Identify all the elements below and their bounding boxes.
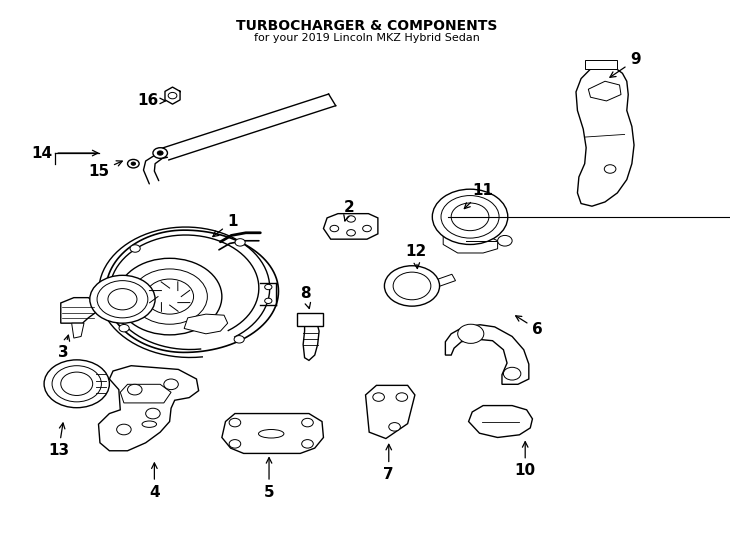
Circle shape (108, 288, 137, 310)
Circle shape (363, 225, 371, 232)
Polygon shape (222, 414, 324, 454)
Circle shape (302, 418, 313, 427)
Polygon shape (120, 384, 171, 403)
Polygon shape (585, 60, 617, 69)
Text: 7: 7 (383, 444, 394, 482)
Circle shape (458, 324, 484, 343)
Circle shape (44, 360, 109, 408)
Circle shape (130, 245, 140, 252)
Circle shape (131, 162, 136, 165)
Text: 1: 1 (213, 214, 238, 237)
Polygon shape (324, 214, 378, 239)
Polygon shape (72, 323, 84, 338)
Circle shape (153, 148, 167, 158)
Circle shape (234, 335, 244, 343)
Circle shape (145, 408, 160, 419)
Text: for your 2019 Lincoln MKZ Hybrid Sedan: for your 2019 Lincoln MKZ Hybrid Sedan (254, 33, 480, 43)
Circle shape (168, 92, 177, 99)
Circle shape (90, 275, 155, 323)
Circle shape (504, 367, 521, 380)
Polygon shape (434, 274, 456, 287)
Circle shape (132, 269, 207, 324)
Circle shape (117, 424, 131, 435)
Polygon shape (61, 298, 95, 323)
Circle shape (385, 266, 440, 306)
Circle shape (52, 366, 101, 402)
Circle shape (61, 372, 92, 395)
Circle shape (498, 235, 512, 246)
Circle shape (330, 225, 338, 232)
Text: 4: 4 (149, 463, 160, 500)
Circle shape (128, 159, 139, 168)
Polygon shape (589, 81, 621, 101)
Circle shape (265, 298, 272, 303)
Text: TURBOCHARGER & COMPONENTS: TURBOCHARGER & COMPONENTS (236, 19, 498, 33)
Circle shape (346, 216, 355, 222)
Polygon shape (303, 321, 319, 360)
Text: 16: 16 (137, 93, 165, 109)
Polygon shape (576, 65, 634, 206)
Polygon shape (366, 386, 415, 438)
Circle shape (432, 189, 508, 245)
Text: 6: 6 (516, 316, 543, 337)
Text: 9: 9 (610, 52, 641, 77)
Circle shape (396, 393, 407, 401)
Polygon shape (468, 406, 532, 437)
Circle shape (302, 440, 313, 448)
Circle shape (117, 258, 222, 335)
Text: 8: 8 (300, 286, 310, 308)
Ellipse shape (142, 421, 156, 427)
Circle shape (235, 239, 245, 246)
Circle shape (119, 325, 129, 332)
Circle shape (393, 272, 431, 300)
Circle shape (164, 379, 178, 390)
Polygon shape (95, 369, 104, 399)
Circle shape (441, 195, 499, 238)
Circle shape (97, 281, 148, 318)
Circle shape (128, 384, 142, 395)
Circle shape (389, 423, 400, 431)
Text: 13: 13 (48, 423, 69, 458)
Circle shape (229, 418, 241, 427)
Circle shape (346, 230, 355, 236)
Polygon shape (446, 325, 528, 384)
Circle shape (157, 151, 163, 155)
Text: 15: 15 (88, 161, 123, 179)
Polygon shape (184, 314, 228, 334)
Polygon shape (106, 230, 278, 353)
Text: 14: 14 (32, 146, 98, 160)
Text: 12: 12 (405, 244, 426, 268)
Circle shape (373, 393, 385, 401)
Text: 5: 5 (264, 457, 275, 500)
Circle shape (604, 165, 616, 173)
Circle shape (265, 285, 272, 289)
Circle shape (145, 279, 194, 314)
Text: 2: 2 (344, 200, 355, 221)
Circle shape (451, 203, 489, 231)
Circle shape (229, 440, 241, 448)
Ellipse shape (258, 429, 284, 438)
Polygon shape (98, 366, 199, 451)
Text: 11: 11 (465, 183, 493, 208)
Polygon shape (443, 234, 498, 253)
Polygon shape (297, 313, 324, 326)
Text: 10: 10 (515, 442, 536, 478)
Text: 3: 3 (59, 335, 70, 360)
